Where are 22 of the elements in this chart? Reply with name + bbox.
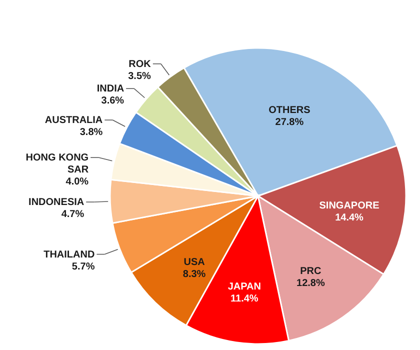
slice-label: INDONESIA [28, 197, 84, 208]
slice-label: SINGAPORE [319, 200, 380, 212]
slice-label: ROK [128, 58, 152, 70]
data-label: 11.4% [230, 294, 258, 305]
slice-label: USA [184, 257, 205, 268]
slice-label: HONG KONG SAR [26, 152, 90, 176]
slice-label: AUSTRALIA [44, 115, 103, 126]
slice-label: INDIA [96, 84, 124, 95]
data-label: 8.3% [182, 269, 206, 280]
data-label: 27.8% [275, 116, 304, 128]
slice-label: JAPAN [228, 282, 261, 293]
data-label: 4.0% [66, 176, 89, 188]
data-label: 4.7% [61, 209, 84, 220]
data-label: 14.4% [335, 212, 364, 224]
data-label: 5.7% [72, 261, 95, 272]
data-label: 12.8% [296, 278, 325, 290]
slice-label: PRC [300, 266, 322, 278]
slice-label: THAILAND [44, 249, 95, 260]
data-label: 3.8% [80, 127, 103, 138]
slice-label: OTHERS [268, 104, 311, 116]
data-label: 3.6% [101, 96, 124, 107]
data-label: 3.5% [128, 70, 152, 82]
